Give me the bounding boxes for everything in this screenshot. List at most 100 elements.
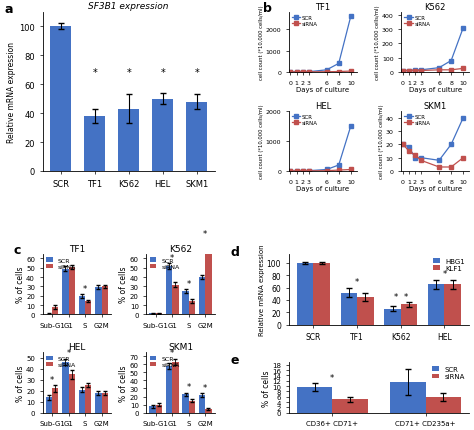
Text: *: * [404, 292, 408, 301]
Legend: SCR, siRNA: SCR, siRNA [149, 257, 180, 270]
Y-axis label: % of cells: % of cells [119, 266, 128, 303]
SCR [418, 156, 424, 161]
Line: SCR: SCR [401, 27, 465, 73]
siRNA [460, 67, 466, 72]
Title: HEL: HEL [315, 102, 331, 111]
siRNA [448, 68, 454, 73]
SCR [294, 169, 300, 174]
Bar [189, 301, 195, 315]
Y-axis label: % of cells: % of cells [16, 364, 25, 401]
SCR [348, 15, 354, 20]
Title: SKM1: SKM1 [168, 342, 193, 351]
siRNA [436, 68, 442, 73]
Text: e: e [231, 353, 239, 366]
SCR [448, 142, 454, 147]
Title: TF1: TF1 [315, 3, 330, 12]
Line: siRNA: siRNA [401, 143, 465, 169]
siRNA [300, 169, 305, 174]
X-axis label: Days of culture: Days of culture [409, 87, 462, 93]
Text: *: * [355, 278, 359, 287]
Bar [182, 394, 189, 413]
Y-axis label: Relative mRNA expression: Relative mRNA expression [259, 244, 265, 335]
siRNA [348, 69, 354, 74]
X-axis label: Days of culture: Days of culture [409, 186, 462, 192]
Text: a: a [5, 3, 13, 16]
SCR [460, 26, 466, 31]
siRNA [406, 149, 412, 154]
siRNA [348, 168, 354, 173]
siRNA [300, 70, 305, 75]
Title: SKM1: SKM1 [424, 102, 447, 111]
siRNA [412, 153, 418, 158]
Y-axis label: % of cells: % of cells [16, 266, 25, 303]
Bar [166, 266, 172, 315]
Text: *: * [126, 68, 131, 78]
Bar [166, 366, 172, 413]
Line: SCR: SCR [289, 15, 353, 74]
siRNA [288, 70, 293, 75]
Bar [153, 99, 173, 172]
Line: siRNA: siRNA [289, 70, 353, 74]
Y-axis label: cell count (*10,000 cells/ml): cell count (*10,000 cells/ml) [259, 6, 264, 80]
Bar [199, 277, 205, 315]
siRNA [336, 70, 342, 75]
siRNA [336, 168, 342, 173]
siRNA [306, 70, 311, 75]
SCR [300, 169, 305, 174]
Y-axis label: Relative mRNA expression: Relative mRNA expression [8, 42, 17, 143]
siRNA [324, 70, 329, 75]
SCR [448, 59, 454, 64]
SCR [324, 68, 329, 73]
SCR [418, 68, 424, 73]
SCR [400, 142, 406, 147]
Bar [69, 267, 75, 315]
Bar [85, 385, 91, 413]
siRNA [294, 169, 300, 174]
SCR [306, 70, 311, 75]
siRNA [288, 169, 293, 174]
Bar [172, 285, 179, 315]
Text: c: c [14, 243, 21, 256]
SCR [460, 116, 466, 121]
Bar [428, 285, 445, 325]
Legend: SCR, siRNA: SCR, siRNA [46, 355, 76, 368]
Legend: SCR, siRNA: SCR, siRNA [292, 114, 319, 126]
Legend: SCR, siRNA: SCR, siRNA [149, 355, 180, 368]
SCR [400, 69, 406, 74]
SCR [412, 156, 418, 161]
Title: SF3B1 expression: SF3B1 expression [88, 2, 169, 11]
Text: *: * [83, 284, 87, 293]
Bar [79, 390, 85, 413]
siRNA [418, 69, 424, 74]
Bar [445, 285, 461, 325]
Title: K562: K562 [169, 244, 192, 253]
Y-axis label: cell count (*10,000 cells/ml): cell count (*10,000 cells/ml) [259, 104, 264, 179]
SCR [336, 163, 342, 168]
Text: *: * [187, 280, 191, 288]
Bar [50, 28, 71, 172]
Bar [357, 297, 374, 325]
siRNA [448, 165, 454, 170]
Line: SCR: SCR [401, 117, 465, 163]
Y-axis label: % of cells: % of cells [119, 364, 128, 401]
Y-axis label: cell count (*10,000 cells/ml): cell count (*10,000 cells/ml) [379, 104, 384, 179]
SCR [336, 61, 342, 67]
Legend: HBG1, KLF1: HBG1, KLF1 [432, 258, 466, 272]
Bar [384, 309, 401, 325]
siRNA [400, 69, 406, 74]
Text: *: * [160, 68, 165, 78]
Bar [189, 401, 195, 413]
Text: *: * [393, 292, 398, 301]
Bar [199, 395, 205, 413]
Text: *: * [203, 229, 208, 238]
Bar [297, 263, 313, 325]
Bar [340, 293, 357, 325]
SCR [436, 158, 442, 163]
Bar [118, 110, 139, 172]
Legend: SCR, siRNA: SCR, siRNA [292, 15, 319, 28]
Text: *: * [170, 253, 174, 262]
Bar [85, 301, 91, 315]
SCR [324, 168, 329, 173]
Bar [332, 399, 368, 413]
siRNA [412, 69, 418, 74]
